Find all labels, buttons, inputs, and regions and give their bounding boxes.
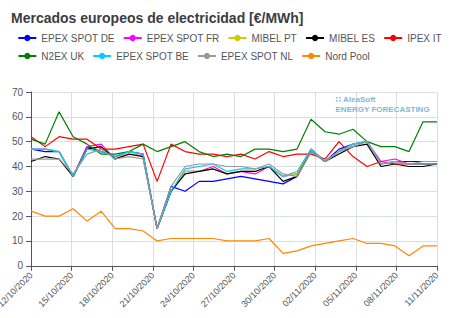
svg-text:40: 40 xyxy=(12,161,24,172)
svg-text:EPEX SPOT BE: EPEX SPOT BE xyxy=(116,51,189,62)
svg-text:15/10/2020: 15/10/2020 xyxy=(36,270,75,309)
svg-text:0: 0 xyxy=(18,260,24,271)
svg-text:21/10/2020: 21/10/2020 xyxy=(118,270,157,309)
svg-text:MIBEL PT: MIBEL PT xyxy=(252,33,297,44)
svg-text:EPEX SPOT NL: EPEX SPOT NL xyxy=(221,51,294,62)
svg-text:11/11/2020: 11/11/2020 xyxy=(403,270,441,308)
svg-text:ENERGY FORECASTING: ENERGY FORECASTING xyxy=(336,105,430,114)
svg-text:30: 30 xyxy=(12,186,24,197)
svg-text:MIBEL ES: MIBEL ES xyxy=(329,33,375,44)
svg-text:24/10/2020: 24/10/2020 xyxy=(158,270,197,309)
svg-text:∷ AleaSoft: ∷ AleaSoft xyxy=(336,95,376,104)
svg-text:EPEX SPOT DE: EPEX SPOT DE xyxy=(41,33,115,44)
svg-text:18/10/2020: 18/10/2020 xyxy=(77,270,116,309)
svg-text:05/11/2020: 05/11/2020 xyxy=(321,270,359,308)
svg-text:20: 20 xyxy=(12,211,24,222)
svg-text:10: 10 xyxy=(12,235,24,246)
svg-text:Nord Pool: Nord Pool xyxy=(325,51,369,62)
svg-text:12/10/2020: 12/10/2020 xyxy=(0,270,35,309)
svg-text:70: 70 xyxy=(12,87,24,98)
svg-text:EPEX SPOT FR: EPEX SPOT FR xyxy=(147,33,220,44)
svg-text:02/11/2020: 02/11/2020 xyxy=(280,270,318,308)
svg-text:N2EX UK: N2EX UK xyxy=(41,51,84,62)
svg-text:Mercados europeos de electrici: Mercados europeos de electricidad [€/MWh… xyxy=(11,10,304,26)
svg-text:08/11/2020: 08/11/2020 xyxy=(362,270,400,308)
svg-text:60: 60 xyxy=(12,111,24,122)
svg-text:50: 50 xyxy=(12,136,24,147)
svg-text:30/10/2020: 30/10/2020 xyxy=(239,270,278,309)
svg-text:27/10/2020: 27/10/2020 xyxy=(199,270,238,309)
svg-text:IPEX IT: IPEX IT xyxy=(407,33,441,44)
